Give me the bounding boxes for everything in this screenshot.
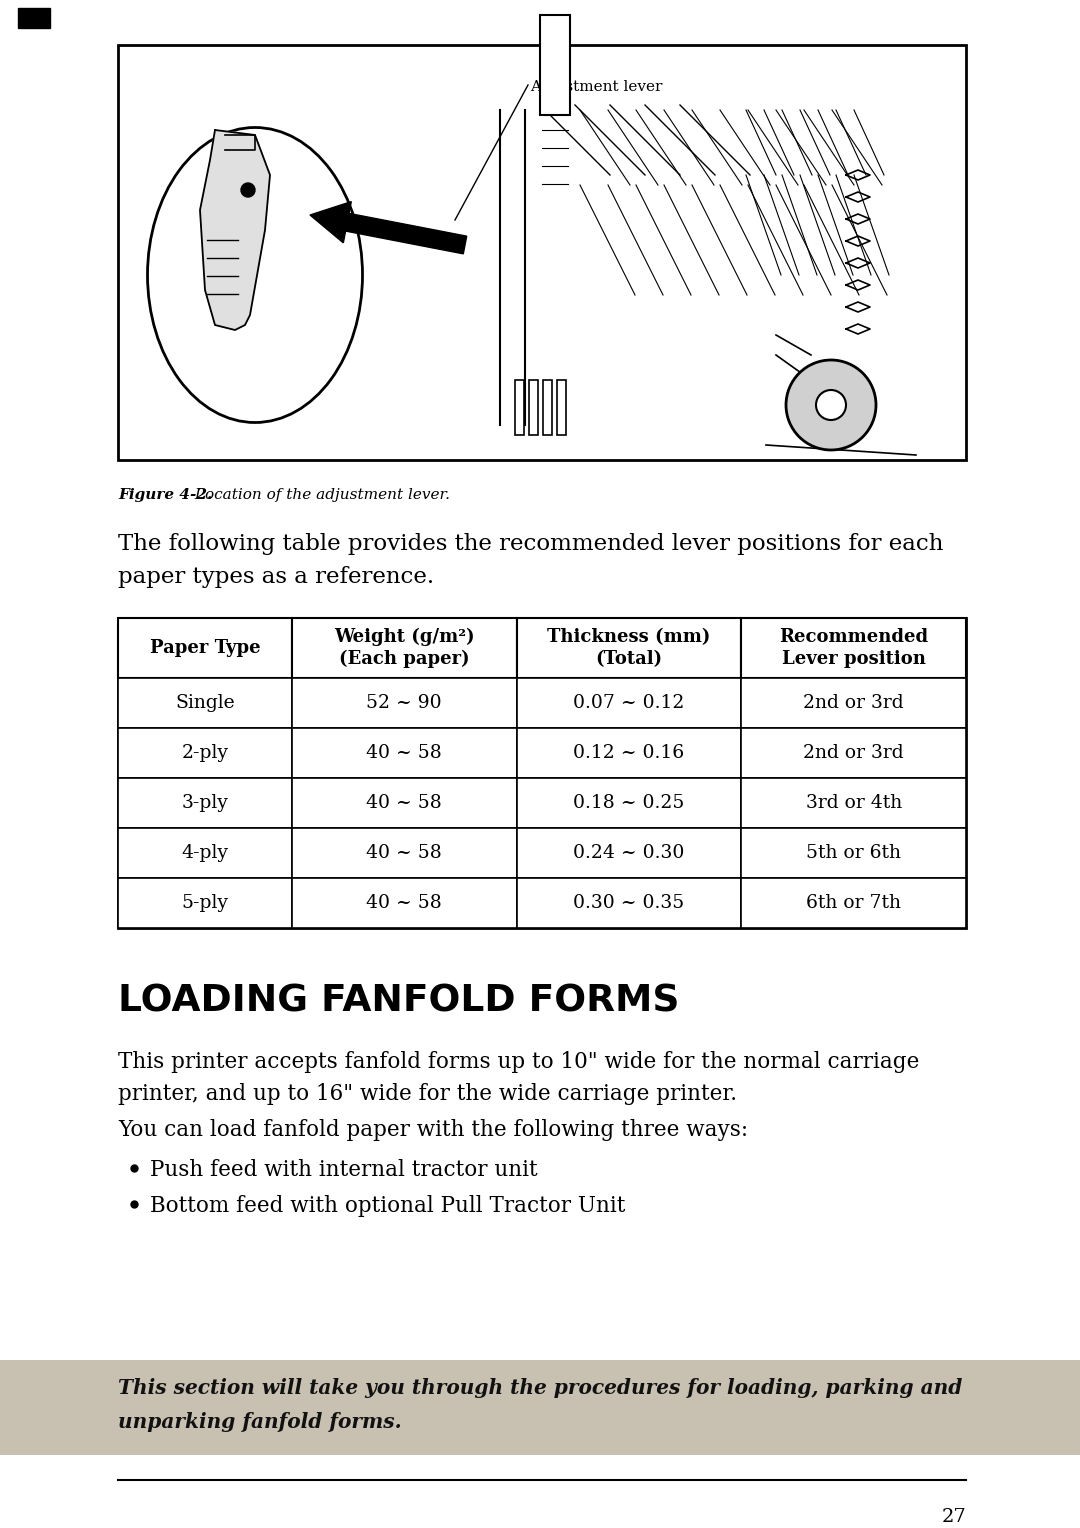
- Bar: [292, 828, 516, 879]
- Text: Recommended
Lever position: Recommended Lever position: [779, 628, 928, 668]
- Text: Push feed with internal tractor unit: Push feed with internal tractor unit: [150, 1160, 538, 1181]
- Text: 40 ~ 58: 40 ~ 58: [366, 744, 442, 762]
- Bar: [516, 727, 741, 778]
- Bar: [118, 44, 966, 460]
- Text: 0.24 ~ 0.30: 0.24 ~ 0.30: [573, 843, 685, 862]
- Text: 0.30 ~ 0.35: 0.30 ~ 0.35: [573, 894, 685, 912]
- Bar: [741, 727, 966, 778]
- Text: 5th or 6th: 5th or 6th: [806, 843, 901, 862]
- Text: 27: 27: [942, 1508, 966, 1526]
- Bar: [557, 380, 566, 435]
- Bar: [516, 828, 741, 879]
- Text: printer, and up to 16" wide for the wide carriage printer.: printer, and up to 16" wide for the wide…: [118, 1083, 737, 1105]
- Bar: [292, 727, 516, 778]
- Text: Adjustment lever: Adjustment lever: [530, 79, 662, 95]
- Text: Weight (g/m²)
(Each paper): Weight (g/m²) (Each paper): [334, 628, 474, 668]
- Bar: [741, 879, 966, 927]
- Text: 40 ~ 58: 40 ~ 58: [366, 843, 442, 862]
- Text: unparking fanfold forms.: unparking fanfold forms.: [118, 1412, 402, 1432]
- Bar: [741, 678, 966, 727]
- Bar: [543, 380, 552, 435]
- Text: 2nd or 3rd: 2nd or 3rd: [804, 694, 904, 712]
- Text: 5-ply: 5-ply: [181, 894, 229, 912]
- Polygon shape: [200, 130, 270, 330]
- Bar: [292, 617, 516, 678]
- Bar: [741, 617, 966, 678]
- Bar: [529, 380, 538, 435]
- Bar: [516, 678, 741, 727]
- Text: paper types as a reference.: paper types as a reference.: [118, 565, 434, 588]
- Bar: [540, 15, 570, 115]
- Bar: [18, 8, 50, 28]
- Bar: [515, 380, 524, 435]
- Bar: [292, 678, 516, 727]
- Ellipse shape: [148, 127, 363, 423]
- Circle shape: [786, 361, 876, 451]
- Text: Location of the adjustment lever.: Location of the adjustment lever.: [190, 487, 450, 503]
- Bar: [118, 828, 292, 879]
- Bar: [516, 778, 741, 828]
- Text: This printer accepts fanfold forms up to 10" wide for the normal carriage: This printer accepts fanfold forms up to…: [118, 1051, 919, 1073]
- Circle shape: [816, 390, 846, 420]
- Bar: [292, 778, 516, 828]
- Bar: [118, 678, 292, 727]
- Text: Bottom feed with optional Pull Tractor Unit: Bottom feed with optional Pull Tractor U…: [150, 1195, 625, 1216]
- Text: You can load fanfold paper with the following three ways:: You can load fanfold paper with the foll…: [118, 1118, 748, 1141]
- Text: Single: Single: [175, 694, 234, 712]
- Text: 4-ply: 4-ply: [181, 843, 229, 862]
- Text: 3rd or 4th: 3rd or 4th: [806, 795, 902, 811]
- Text: 40 ~ 58: 40 ~ 58: [366, 795, 442, 811]
- Circle shape: [241, 183, 255, 197]
- Bar: [516, 617, 741, 678]
- Bar: [516, 879, 741, 927]
- Text: The following table provides the recommended lever positions for each: The following table provides the recomme…: [118, 533, 943, 555]
- Text: 6th or 7th: 6th or 7th: [806, 894, 901, 912]
- Text: 52 ~ 90: 52 ~ 90: [366, 694, 442, 712]
- Bar: [741, 828, 966, 879]
- Text: Paper Type: Paper Type: [150, 639, 260, 657]
- Text: 0.12 ~ 0.16: 0.12 ~ 0.16: [573, 744, 685, 762]
- Bar: [741, 778, 966, 828]
- Text: LOADING FANFOLD FORMS: LOADING FANFOLD FORMS: [118, 983, 679, 1019]
- Bar: [292, 879, 516, 927]
- FancyArrow shape: [310, 202, 467, 254]
- Bar: [118, 617, 292, 678]
- Text: 0.07 ~ 0.12: 0.07 ~ 0.12: [573, 694, 685, 712]
- Text: Front Pull feed with internal tractor and optional Pull Tracto: Front Pull feed with internal tractor an…: [150, 1239, 813, 1261]
- Bar: [0, 1360, 1080, 1455]
- Text: Figure 4-2.: Figure 4-2.: [118, 487, 213, 503]
- Text: 2-ply: 2-ply: [181, 744, 229, 762]
- Text: 3-ply: 3-ply: [181, 795, 228, 811]
- Bar: [118, 879, 292, 927]
- Text: 2nd or 3rd: 2nd or 3rd: [804, 744, 904, 762]
- Bar: [118, 617, 966, 927]
- Text: 0.18 ~ 0.25: 0.18 ~ 0.25: [573, 795, 685, 811]
- Bar: [118, 727, 292, 778]
- Bar: [118, 778, 292, 828]
- Text: 40 ~ 58: 40 ~ 58: [366, 894, 442, 912]
- Text: Thickness (mm)
(Total): Thickness (mm) (Total): [548, 628, 711, 668]
- Text: This section will take you through the procedures for loading, parking and: This section will take you through the p…: [118, 1378, 962, 1398]
